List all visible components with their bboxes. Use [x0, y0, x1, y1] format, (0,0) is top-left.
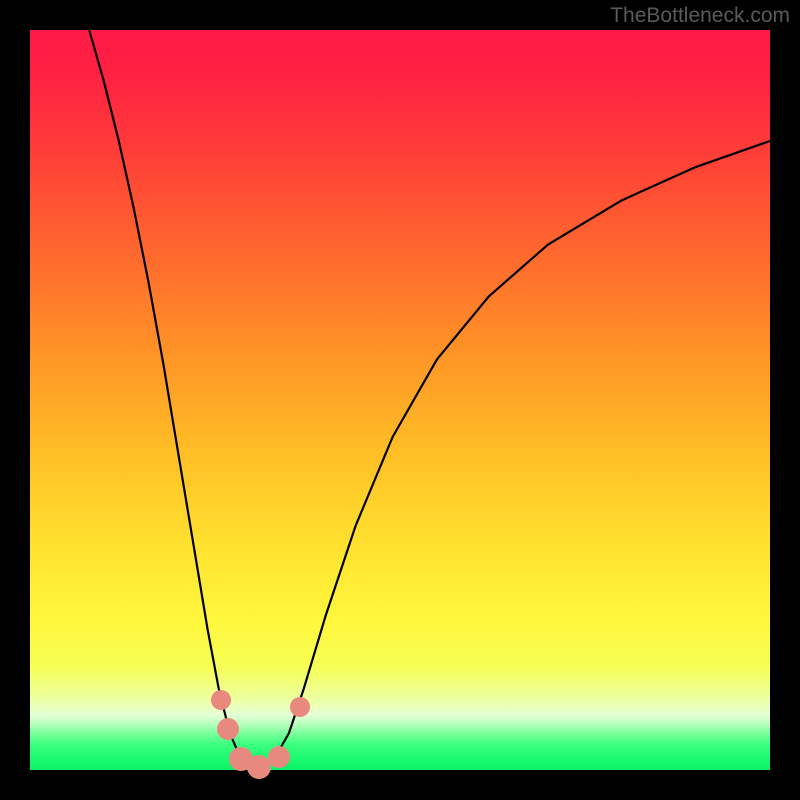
data-marker	[217, 718, 239, 740]
data-marker	[268, 746, 290, 768]
plot-area	[30, 30, 770, 770]
data-marker	[290, 697, 310, 717]
watermark-text: TheBottleneck.com	[610, 4, 790, 28]
bottleneck-curve	[89, 30, 252, 770]
bottleneck-curve	[252, 141, 770, 770]
data-marker	[211, 690, 231, 710]
curve-layer	[30, 30, 770, 770]
